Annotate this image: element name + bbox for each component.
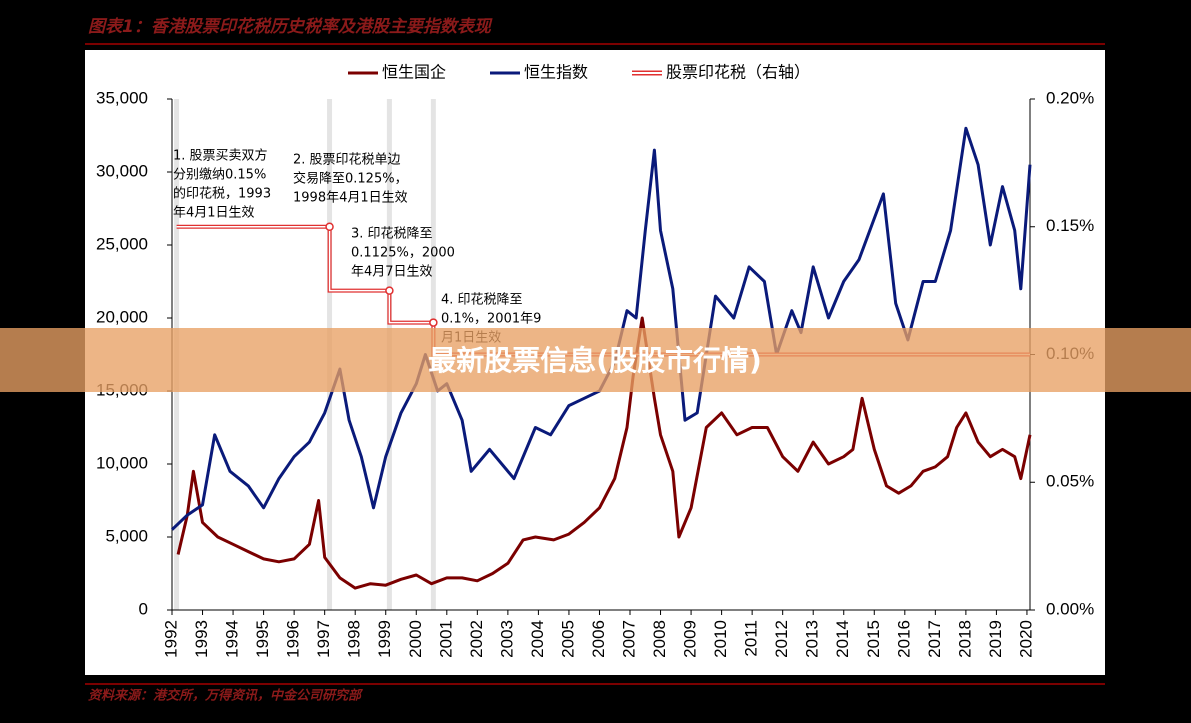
annotation: 年4月7日生效: [351, 265, 433, 280]
y-tick-label: 20,000: [96, 307, 148, 326]
y-tick-label: 5,000: [105, 526, 148, 545]
y2-tick-label: 0.00%: [1046, 599, 1094, 618]
x-tick-label: 2019: [986, 620, 1005, 658]
legend-label: 股票印花税（右轴）: [666, 63, 810, 82]
annotation: 年4月1日生效: [173, 206, 255, 221]
x-tick-label: 2017: [925, 620, 944, 658]
x-tick-label: 2018: [955, 620, 974, 658]
x-tick-label: 2011: [742, 620, 761, 657]
title: 图表1：香港股票印花税历史税率及港股主要指数表现: [88, 17, 493, 37]
annotation: 1. 股票买卖双方: [173, 148, 268, 164]
x-tick-label: 2012: [772, 620, 791, 658]
x-tick-label: 2002: [467, 620, 486, 658]
x-tick-label: 2003: [497, 620, 516, 658]
y-tick-label: 25,000: [96, 234, 148, 253]
x-tick-label: 1998: [345, 620, 364, 658]
x-tick-label: 2016: [894, 620, 913, 658]
annotation: 1998年4月1日生效: [293, 191, 408, 206]
x-tick-label: 2004: [528, 620, 547, 658]
series-line: [170, 126, 1032, 531]
y-tick-label: 35,000: [96, 88, 148, 107]
x-tick-label: 2001: [436, 620, 455, 658]
x-tick-label: 1993: [192, 620, 211, 658]
legend-label: 恒生国企: [382, 63, 446, 82]
x-tick-label: 1996: [284, 620, 303, 658]
annotation: 0.1%，2001年9: [441, 312, 541, 327]
x-tick-label: 2006: [589, 620, 608, 658]
source-rule: [85, 683, 1105, 685]
y2-tick-label: 0.15%: [1046, 216, 1094, 235]
y-tick-label: 0: [139, 599, 148, 618]
x-tick-label: 2015: [864, 620, 883, 658]
y-tick-label: 10,000: [96, 453, 148, 472]
step-marker: [429, 318, 438, 327]
annotation: 4. 印花税降至: [441, 292, 523, 308]
annotation: 3. 印花税降至: [351, 226, 433, 242]
x-tick-label: 2020: [1016, 620, 1035, 658]
x-tick-label: 2000: [406, 620, 425, 658]
annotation: 分别缴纳0.15%: [173, 168, 266, 183]
y2-tick-label: 0.20%: [1046, 88, 1094, 107]
banner: [0, 328, 1191, 392]
x-tick-label: 2008: [650, 620, 669, 658]
x-tick-label: 2005: [558, 620, 577, 658]
step-marker: [385, 286, 394, 295]
x-tick-label: 2007: [619, 620, 638, 658]
annotation: 2. 股票印花税单边: [293, 152, 401, 168]
legend-label: 恒生指数: [524, 63, 588, 82]
x-tick-label: 2009: [681, 620, 700, 658]
annotation: 0.1125%，2000: [351, 246, 455, 261]
x-tick-label: 1992: [161, 620, 180, 658]
y-tick-label: 30,000: [96, 161, 148, 180]
annotation: 的印花税，1993: [173, 186, 271, 202]
step-marker: [325, 222, 334, 231]
banner-text: 最新股票信息(股股市行情): [428, 344, 762, 377]
x-tick-label: 2013: [803, 620, 822, 658]
source: 资料来源：港交所，万得资讯，中金公司研究部: [88, 688, 364, 704]
x-tick-label: 1995: [253, 620, 272, 658]
x-tick-label: 2010: [711, 620, 730, 658]
x-tick-label: 1999: [375, 620, 394, 658]
x-tick-label: 1997: [314, 620, 333, 658]
title-rule: [85, 43, 1105, 45]
y2-tick-label: 0.05%: [1046, 472, 1094, 491]
x-tick-label: 2014: [833, 620, 852, 658]
annotation: 交易降至0.125%，: [293, 171, 408, 187]
x-tick-label: 1994: [223, 620, 242, 658]
